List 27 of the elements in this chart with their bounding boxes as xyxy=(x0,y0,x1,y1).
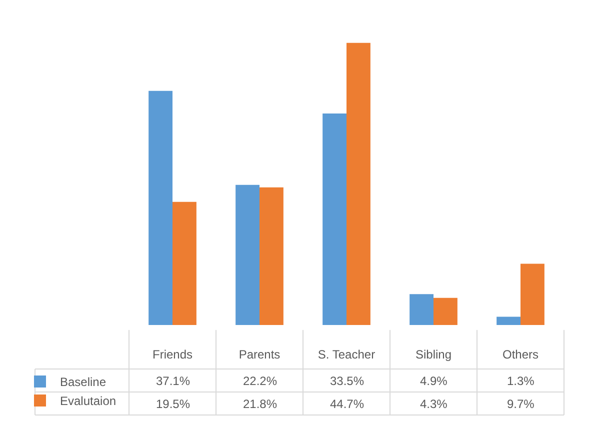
data-label: 22.2% xyxy=(243,374,278,388)
bar xyxy=(520,264,544,325)
data-label: 37.1% xyxy=(156,374,190,388)
bar xyxy=(322,114,346,325)
data-label: 33.5% xyxy=(330,374,364,388)
x-tick-label: Others xyxy=(502,347,539,362)
bar xyxy=(496,316,520,325)
data-label: 21.8% xyxy=(243,397,278,411)
data-label: 19.5% xyxy=(156,397,190,411)
data-label: 4.9% xyxy=(420,374,448,388)
data-label: 1.3% xyxy=(507,374,535,388)
bar xyxy=(434,298,458,325)
x-tick-label: Friends xyxy=(152,347,193,362)
x-tick-label: Sibling xyxy=(415,347,452,362)
bar xyxy=(236,184,260,325)
legend-label: Evalutaion xyxy=(60,394,116,408)
legend-label: Baseline xyxy=(60,375,106,390)
x-tick-label: Parents xyxy=(238,347,280,362)
x-tick-label: S. Teacher xyxy=(318,347,376,362)
data-label: 4.3% xyxy=(420,397,448,411)
data-label: 9.7% xyxy=(507,397,535,411)
bar xyxy=(172,202,196,325)
data-label: 44.7% xyxy=(330,397,364,411)
bar xyxy=(148,90,172,325)
bar xyxy=(260,187,284,325)
bar xyxy=(346,42,370,325)
bar xyxy=(410,294,434,325)
